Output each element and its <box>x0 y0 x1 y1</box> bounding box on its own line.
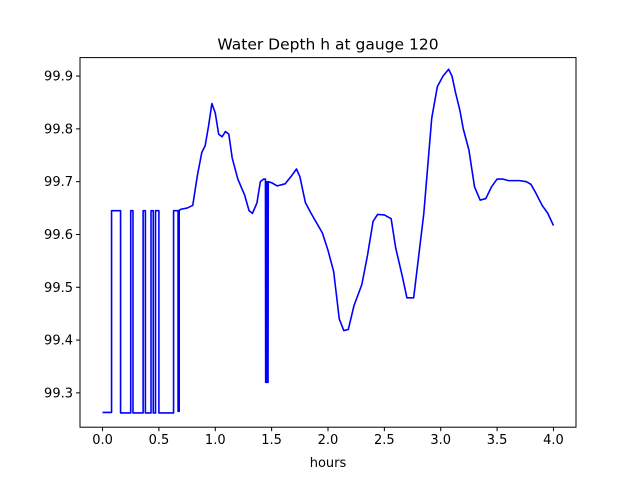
x-tick-label: 3.0 <box>430 433 451 448</box>
y-tick-label: 99.9 <box>44 70 73 85</box>
y-tick-label: 99.4 <box>44 334 73 349</box>
y-tick-label: 99.7 <box>44 175 73 190</box>
y-tick-label: 99.3 <box>44 386 73 401</box>
x-tick-label: 1.5 <box>261 433 282 448</box>
x-tick-label: 0.0 <box>92 433 113 448</box>
x-tick-label: 3.5 <box>487 433 508 448</box>
x-axis-label: hours <box>310 456 347 471</box>
x-tick-label: 2.0 <box>318 433 339 448</box>
chart-title: Water Depth h at gauge 120 <box>217 36 438 54</box>
plot-area <box>102 68 555 414</box>
plot-frame <box>79 57 577 428</box>
x-tick-label: 1.0 <box>205 433 226 448</box>
x-tick-label: 0.5 <box>149 433 170 448</box>
x-axis: 0.0 0.5 1.0 1.5 2.0 2.5 3.0 3.5 4.0 <box>92 427 564 448</box>
y-tick-label: 99.6 <box>44 228 73 243</box>
x-tick-label: 4.0 <box>543 433 564 448</box>
y-tick-label: 99.8 <box>44 122 73 137</box>
y-axis: 99.3 99.4 99.5 99.6 99.7 99.8 99.9 <box>44 70 80 401</box>
y-tick-label: 99.5 <box>44 281 73 296</box>
x-tick-label: 2.5 <box>374 433 395 448</box>
series-line-0 <box>102 68 555 414</box>
